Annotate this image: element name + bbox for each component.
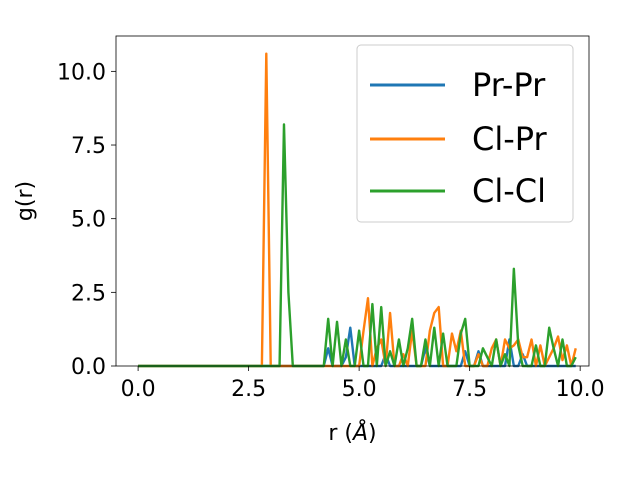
x-tick-label: 2.5 bbox=[231, 377, 266, 402]
x-axis: 0.0 2.5 5.0 7.5 10.0 bbox=[121, 366, 605, 402]
x-tick-label: 7.5 bbox=[452, 377, 487, 402]
x-tick-label: 5.0 bbox=[342, 377, 377, 402]
x-axis-label-prefix: r ( bbox=[328, 421, 353, 446]
x-axis-label: r (Å) bbox=[328, 419, 376, 446]
legend: Pr-Pr Cl-Pr Cl-Cl bbox=[356, 44, 574, 223]
legend-label-pr-pr: Pr-Pr bbox=[472, 66, 546, 104]
x-axis-label-suffix: ) bbox=[368, 421, 377, 446]
y-axis: 0.0 2.5 5.0 7.5 10.0 bbox=[57, 60, 116, 380]
x-axis-label-variable: Å bbox=[351, 419, 368, 446]
y-tick-label: 2.5 bbox=[71, 281, 106, 306]
legend-box bbox=[356, 44, 574, 223]
plot-frame bbox=[115, 35, 590, 367]
y-tick-label: 7.5 bbox=[71, 134, 106, 159]
y-tick-label: 10.0 bbox=[57, 60, 106, 85]
x-tick-label: 0.0 bbox=[121, 377, 156, 402]
y-tick-label: 5.0 bbox=[71, 208, 106, 233]
y-axis-label: g(r) bbox=[13, 181, 38, 221]
legend-label-cl-cl: Cl-Cl bbox=[472, 172, 546, 210]
x-tick-label: 10.0 bbox=[556, 377, 605, 402]
legend-label-cl-pr: Cl-Pr bbox=[472, 120, 548, 158]
y-tick-label: 0.0 bbox=[71, 355, 106, 380]
